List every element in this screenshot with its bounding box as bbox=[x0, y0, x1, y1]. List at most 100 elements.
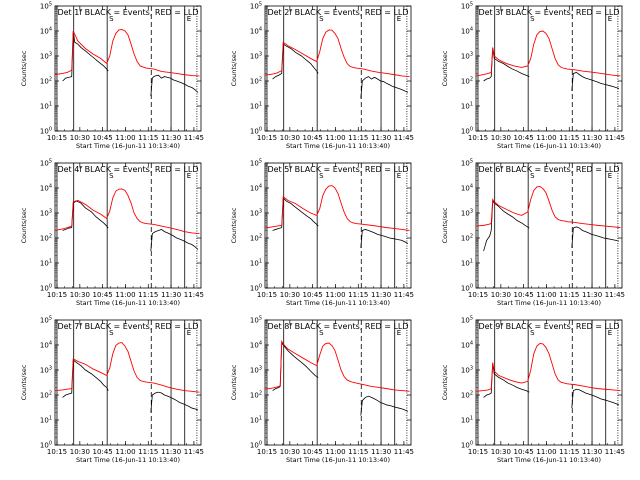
x-tick-label: 11:45 bbox=[184, 134, 204, 142]
lld-series-line bbox=[475, 30, 621, 77]
y-tick-label: 103 bbox=[250, 52, 262, 61]
lld-series-line bbox=[264, 29, 410, 78]
x-tick-label: 11:30 bbox=[161, 134, 181, 142]
plot-frame bbox=[264, 5, 412, 132]
y-tick-label: 100 bbox=[40, 127, 52, 136]
y-tick-label: 104 bbox=[40, 184, 52, 193]
chart-title: Det 6f BLACK = Events, RED = LLD bbox=[478, 165, 619, 174]
x-tick-label: 10:45 bbox=[303, 291, 323, 299]
chart-panel-3: 10:15 10:30 10:45 11:00 11:15 11:30 11:45 100 10… bbox=[441, 2, 625, 151]
start-flag-label: S bbox=[109, 172, 114, 180]
start-flag-label: S bbox=[319, 172, 324, 180]
x-tick-label: 10:15 bbox=[468, 291, 488, 299]
y-tick-label: 100 bbox=[40, 284, 52, 293]
y-tick-label: 100 bbox=[461, 441, 473, 450]
x-tick-label: 11:45 bbox=[394, 134, 414, 142]
x-tick-label: 11:00 bbox=[325, 291, 345, 299]
events-series-line-late bbox=[571, 71, 620, 91]
x-tick-label: 10:45 bbox=[93, 291, 113, 299]
y-tick-label: 102 bbox=[250, 391, 262, 400]
events-series-line-late bbox=[150, 391, 199, 413]
plot-frame bbox=[475, 162, 623, 289]
x-axis-label: Start Time (16-Jun-11 10:13:40) bbox=[76, 299, 180, 307]
y-tick-label: 104 bbox=[461, 341, 473, 350]
y-tick-label: 102 bbox=[40, 77, 52, 86]
y-tick-label: 102 bbox=[461, 391, 473, 400]
y-tick-label: 105 bbox=[250, 316, 262, 325]
lld-series-line bbox=[54, 29, 200, 77]
events-series-line-late bbox=[571, 226, 620, 248]
chart-panel-6: 10:15 10:30 10:45 11:00 11:15 11:30 11:45 100 10… bbox=[441, 159, 625, 308]
chart-panel-9: 10:15 10:30 10:45 11:00 11:15 11:30 11:45 100 10… bbox=[441, 316, 625, 465]
start-flag-label: S bbox=[530, 172, 535, 180]
x-tick-label: 10:30 bbox=[491, 134, 511, 142]
y-tick-label: 102 bbox=[461, 77, 473, 86]
events-series-line bbox=[62, 30, 109, 82]
end-flag-label: E bbox=[397, 329, 401, 337]
plot-frame bbox=[264, 319, 412, 446]
start-flag-label: S bbox=[109, 329, 114, 337]
end-flag-label: E bbox=[608, 329, 612, 337]
end-flag-label: E bbox=[608, 15, 612, 23]
y-tick-label: 101 bbox=[40, 259, 52, 268]
y-tick-label: 104 bbox=[461, 27, 473, 36]
x-tick-label: 10:15 bbox=[468, 134, 488, 142]
lld-series-line bbox=[54, 342, 200, 393]
x-axis-label: Start Time (16-Jun-11 10:13:40) bbox=[76, 142, 180, 150]
x-tick-label: 11:30 bbox=[582, 448, 602, 456]
x-tick-label: 11:00 bbox=[325, 448, 345, 456]
y-tick-label: 104 bbox=[250, 184, 262, 193]
events-series-line-late bbox=[150, 228, 199, 252]
end-flag-label: E bbox=[187, 329, 191, 337]
x-tick-label: 10:15 bbox=[257, 291, 277, 299]
x-axis-label: Start Time (16-Jun-11 10:13:40) bbox=[286, 299, 390, 307]
x-tick-label: 11:30 bbox=[582, 134, 602, 142]
x-tick-label: 10:45 bbox=[93, 448, 113, 456]
x-tick-label: 10:30 bbox=[491, 448, 511, 456]
x-tick-label: 11:00 bbox=[115, 134, 135, 142]
y-axis-label: Counts/sec bbox=[20, 207, 28, 243]
x-axis-label: Start Time (16-Jun-11 10:13:40) bbox=[497, 456, 601, 464]
x-tick-label: 11:00 bbox=[536, 291, 556, 299]
chart-panel-5: 10:15 10:30 10:45 11:00 11:15 11:30 11:45 100 10… bbox=[230, 159, 414, 308]
x-tick-label: 11:45 bbox=[394, 448, 414, 456]
y-axis-label: Counts/sec bbox=[441, 50, 449, 86]
lld-series-line bbox=[475, 343, 621, 392]
y-tick-label: 103 bbox=[40, 52, 52, 61]
y-tick-label: 100 bbox=[40, 441, 52, 450]
y-axis-label: Counts/sec bbox=[441, 364, 449, 400]
y-tick-label: 101 bbox=[461, 259, 473, 268]
x-axis-label: Start Time (16-Jun-11 10:13:40) bbox=[286, 142, 390, 150]
x-axis-label: Start Time (16-Jun-11 10:13:40) bbox=[497, 142, 601, 150]
x-tick-label: 11:00 bbox=[115, 291, 135, 299]
x-tick-label: 10:15 bbox=[257, 134, 277, 142]
events-series-line-late bbox=[571, 388, 620, 409]
y-tick-label: 105 bbox=[461, 159, 473, 168]
x-tick-label: 10:45 bbox=[303, 134, 323, 142]
x-tick-label: 11:45 bbox=[184, 448, 204, 456]
y-tick-label: 101 bbox=[40, 102, 52, 111]
x-tick-label: 10:45 bbox=[93, 134, 113, 142]
chart-title: Det 8f BLACK = Events, RED = LLD bbox=[267, 322, 408, 331]
x-tick-label: 11:00 bbox=[536, 448, 556, 456]
chart-panel-1: 10:15 10:30 10:45 11:00 11:15 11:30 11:45 100 10… bbox=[20, 2, 204, 151]
y-axis-label: Counts/sec bbox=[20, 50, 28, 86]
y-tick-label: 101 bbox=[461, 102, 473, 111]
y-axis-label: Counts/sec bbox=[230, 50, 238, 86]
x-axis-label: Start Time (16-Jun-11 10:13:40) bbox=[286, 456, 390, 464]
events-series-line bbox=[62, 359, 109, 398]
x-tick-label: 11:30 bbox=[371, 448, 391, 456]
chart-title: Det 4f BLACK = Events, RED = LLD bbox=[57, 165, 198, 174]
chart-title: Det 9f BLACK = Events, RED = LLD bbox=[478, 322, 619, 331]
x-axis-label: Start Time (16-Jun-11 10:13:40) bbox=[497, 299, 601, 307]
x-tick-label: 11:15 bbox=[348, 448, 368, 456]
y-tick-label: 105 bbox=[40, 2, 52, 11]
y-tick-label: 104 bbox=[250, 341, 262, 350]
x-tick-label: 10:30 bbox=[70, 134, 90, 142]
x-tick-label: 11:45 bbox=[394, 291, 414, 299]
end-flag-label: E bbox=[187, 172, 191, 180]
events-series-line bbox=[483, 199, 530, 252]
end-flag-label: E bbox=[397, 172, 401, 180]
events-series-line-late bbox=[360, 229, 409, 248]
